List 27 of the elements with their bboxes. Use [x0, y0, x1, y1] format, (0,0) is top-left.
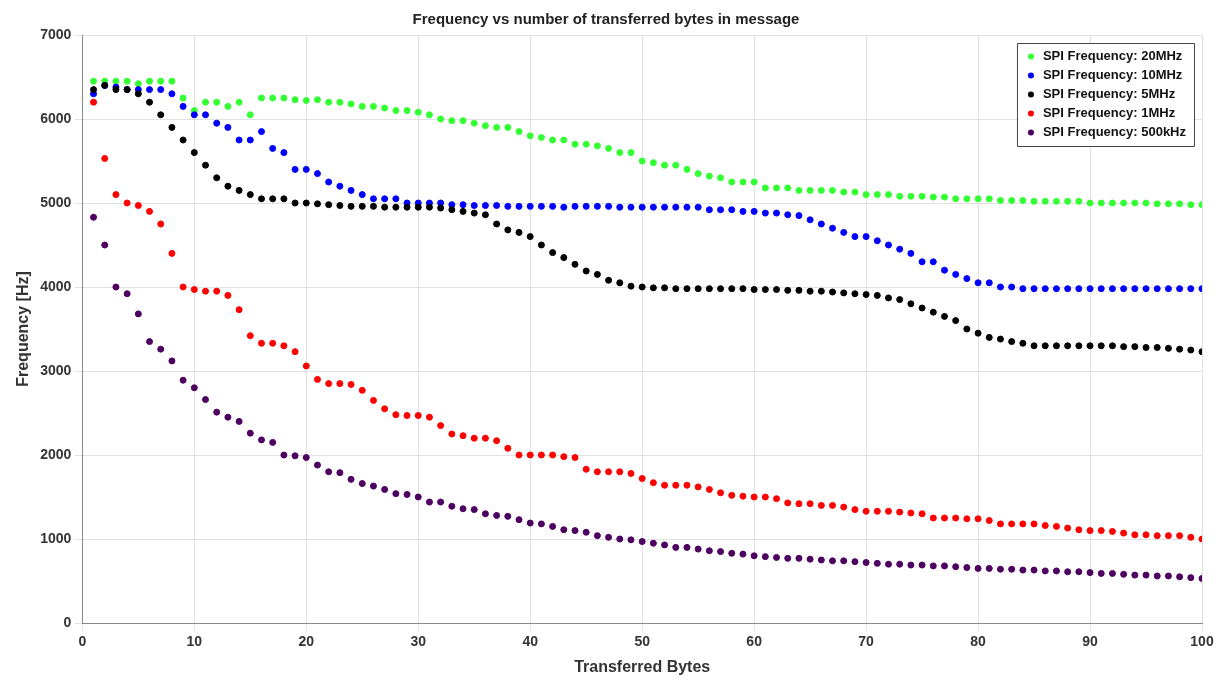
legend-label: SPI Frequency: 1MHz [1042, 105, 1176, 121]
legend-label: SPI Frequency: 10MHz [1042, 67, 1183, 83]
x-tick-label: 80 [970, 633, 987, 650]
y-tick-label: 5000 [40, 193, 72, 210]
y-tick-label: 3000 [40, 361, 72, 378]
y-tick-label: 7000 [40, 25, 72, 42]
chart-title: Frequency vs number of transferred bytes in message [412, 10, 800, 28]
legend-label: SPI Frequency: 5MHz [1042, 86, 1176, 102]
x-tick-label: 70 [858, 633, 875, 650]
y-tick-label: 2000 [40, 445, 72, 462]
y-tick-label: 1000 [40, 529, 72, 546]
x-tick-label: 50 [634, 633, 651, 650]
x-axis-title: Transferred Bytes [574, 657, 711, 675]
x-tick-label: 60 [746, 633, 763, 650]
y-tick-label: 6000 [40, 109, 72, 126]
x-tick-label: 10 [186, 633, 203, 650]
x-tick-label: 30 [410, 633, 427, 650]
y-tick-label: 4000 [40, 277, 72, 294]
legend-label: SPI Frequency: 20MHz [1042, 48, 1183, 64]
y-axis-title: Frequency [Hz] [14, 271, 32, 387]
x-tick-label: 90 [1082, 633, 1099, 650]
x-tick-label: 0 [78, 633, 87, 650]
legend-label: SPI Frequency: 500kHz [1042, 124, 1187, 140]
x-tick-label: 100 [1190, 633, 1214, 650]
y-tick-label: 0 [63, 613, 72, 630]
x-tick-label: 40 [522, 633, 539, 650]
x-tick-label: 20 [298, 633, 315, 650]
